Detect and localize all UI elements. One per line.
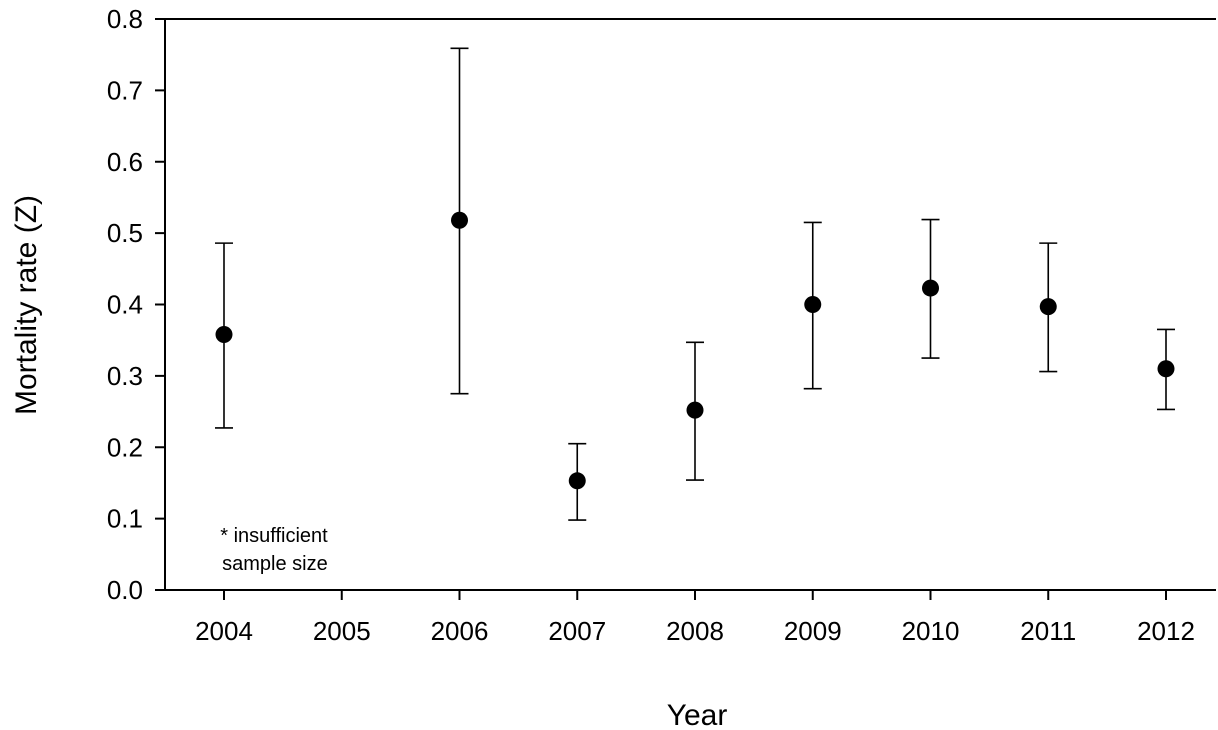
y-axis-label: Mortality rate (Z) xyxy=(10,195,43,415)
data-point-marker xyxy=(686,401,704,419)
y-tick-label: 0.7 xyxy=(107,75,143,105)
y-tick-label: 0.4 xyxy=(107,290,143,320)
plot-frame xyxy=(164,18,1216,591)
x-axis-label: Year xyxy=(667,699,728,730)
y-tick-label: 0.3 xyxy=(107,361,143,391)
y-tick-label: 0.8 xyxy=(107,4,143,34)
data-points xyxy=(215,211,1175,490)
x-tick-label: 2009 xyxy=(784,616,842,646)
annotation-note: * insufficient sample size xyxy=(220,525,328,575)
data-point-marker xyxy=(1157,360,1175,378)
x-tick-label: 2010 xyxy=(902,616,960,646)
x-axis-ticks: 2004 2005 2006 2007 2008 2009 2010 2011 2012 xyxy=(195,590,1195,646)
y-tick-label: 0.1 xyxy=(107,504,143,534)
y-tick-label: 0.2 xyxy=(107,432,143,462)
y-axis-ticks: 0.0 0.1 0.2 0.3 0.4 0.5 0.6 0.7 0.8 xyxy=(107,4,165,605)
data-point-marker xyxy=(922,279,939,297)
x-tick-label: 2012 xyxy=(1137,616,1195,646)
annotation-text: * insufficient xyxy=(220,525,328,547)
x-tick-label: 2006 xyxy=(431,616,489,646)
x-tick-label: 2007 xyxy=(548,616,606,646)
y-tick-label: 0.0 xyxy=(107,575,143,605)
data-point-marker xyxy=(568,472,586,490)
y-tick-label: 0.5 xyxy=(107,218,143,248)
data-point-marker xyxy=(804,296,822,313)
x-tick-label: 2005 xyxy=(313,616,371,646)
error-bars xyxy=(215,47,1175,521)
annotation-text: sample size xyxy=(222,553,328,575)
x-tick-label: 2004 xyxy=(195,616,253,646)
data-point-marker xyxy=(451,211,468,229)
data-point-marker xyxy=(1039,298,1057,316)
data-point-marker xyxy=(215,325,233,343)
x-tick-label: 2008 xyxy=(666,616,724,646)
x-tick-label: 2011 xyxy=(1020,616,1076,646)
y-tick-label: 0.6 xyxy=(107,147,143,177)
